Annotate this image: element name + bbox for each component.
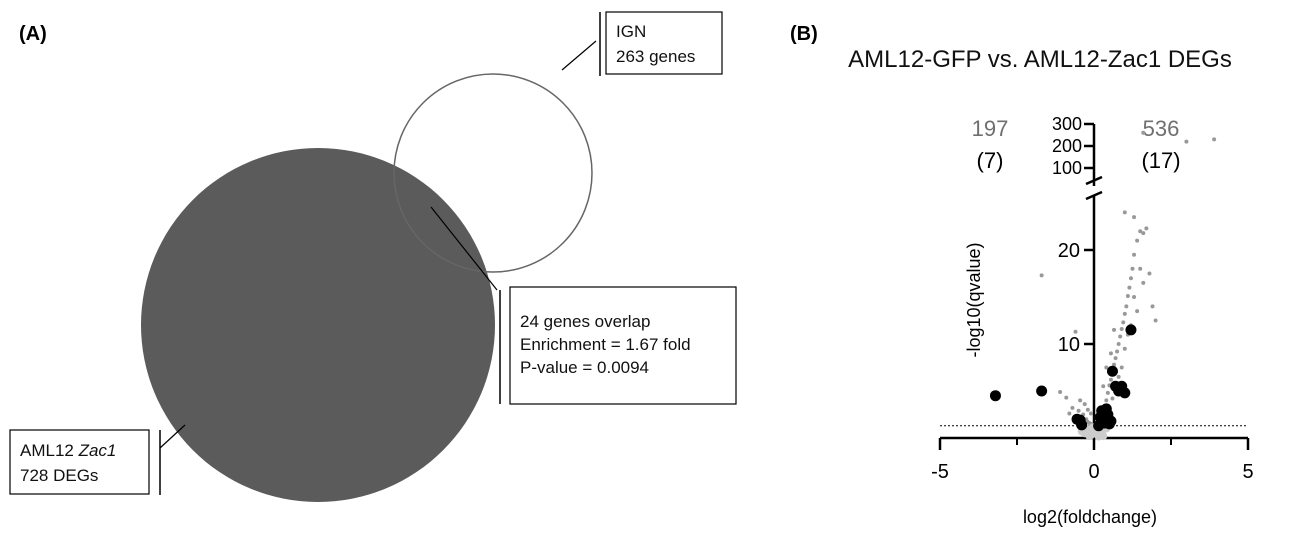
x-tick-label-0: -5	[931, 461, 949, 483]
point-s0-42	[1141, 231, 1146, 236]
point-s1-11	[1085, 432, 1094, 441]
point-s2-19	[1125, 324, 1137, 336]
point-s0-37	[1128, 276, 1133, 281]
aml12-connector-line	[159, 424, 186, 449]
y-upper-tick-label-1: 200	[1052, 136, 1082, 156]
point-s0-30	[1118, 334, 1123, 339]
point-s0-39	[1132, 252, 1137, 257]
point-s0-63	[1108, 351, 1113, 356]
point-s0-59	[1153, 318, 1158, 323]
aml12-label-title: AML12 Zac1	[20, 441, 116, 460]
point-s2-14	[1106, 365, 1118, 377]
axis-break-upper	[1085, 175, 1103, 186]
point-s2-0	[989, 390, 1001, 402]
point-s0-46	[1138, 266, 1143, 271]
overlap-enrichment-text: Enrichment = 1.67 fold	[520, 335, 691, 354]
y-lower-tick-label-0: 10	[1058, 334, 1080, 356]
point-s0-24	[1108, 377, 1113, 382]
point-s2-4	[1076, 419, 1088, 431]
point-s0-2	[1058, 389, 1063, 394]
point-s0-58	[1150, 304, 1155, 309]
point-s0-44	[1132, 295, 1137, 299]
point-s0-55	[1122, 210, 1127, 215]
point-s0-65	[1085, 407, 1090, 412]
volcano-plot: AML12-GFP vs. AML12-Zac1 DEGs 197 (7) 53…	[848, 46, 1253, 527]
aml12-label-box	[9, 429, 150, 495]
ign-circle	[393, 73, 593, 273]
ign-connector-line	[561, 40, 597, 71]
down-count-label: 197	[972, 116, 1009, 141]
up-overlap-label: (17)	[1141, 148, 1180, 173]
point-s0-71	[1184, 139, 1189, 144]
point-s2-20	[1102, 409, 1114, 420]
point-s0-26	[1112, 362, 1117, 367]
point-s0-43	[1144, 226, 1149, 231]
point-s0-50	[1116, 374, 1121, 379]
point-s0-34	[1124, 304, 1129, 309]
point-s2-1	[1036, 385, 1048, 397]
y-axis-label: -log10(qvalue)	[964, 242, 984, 357]
point-s2-18	[1119, 387, 1131, 399]
point-s0-3	[1064, 395, 1069, 400]
point-s0-36	[1127, 285, 1132, 290]
down-overlap-label: (7)	[977, 148, 1004, 173]
point-s0-28	[1115, 349, 1120, 354]
points-layer	[989, 130, 1217, 441]
aml12-circle	[141, 148, 495, 502]
point-s0-33	[1122, 311, 1127, 316]
overlap-count-text: 24 genes overlap	[520, 312, 650, 331]
point-s0-70	[1141, 130, 1146, 135]
point-s0-22	[1105, 390, 1110, 395]
point-s0-64	[1112, 327, 1117, 332]
ign-label-count: 263 genes	[616, 47, 695, 66]
point-s0-40	[1135, 238, 1140, 243]
point-s0-69	[1088, 411, 1093, 416]
panel-b-label: (B)	[790, 23, 818, 45]
panel-a-label: (A)	[19, 23, 47, 45]
point-s0-27	[1113, 356, 1118, 361]
overlap-pvalue-text: P-value = 0.0094	[520, 358, 649, 377]
ign-label-box	[605, 11, 723, 75]
point-s0-56	[1132, 215, 1137, 220]
point-s0-60	[1104, 365, 1109, 370]
point-s0-54	[1110, 396, 1115, 401]
point-s0-29	[1116, 342, 1121, 346]
point-s0-61	[1101, 384, 1106, 389]
point-s0-51	[1135, 309, 1140, 314]
point-s0-35	[1125, 294, 1130, 299]
y-upper-tick-label-0: 100	[1052, 158, 1082, 178]
point-s0-41	[1138, 229, 1143, 234]
ign-label-title: IGN	[616, 22, 646, 41]
axis-break-lower	[1085, 190, 1103, 201]
point-s0-8	[1082, 402, 1087, 407]
venn-diagram: IGN 263 genes 24 genes overlap Enrichmen…	[9, 11, 737, 502]
point-s0-21	[1104, 398, 1109, 403]
point-s0-48	[1119, 365, 1124, 370]
point-s0-1	[1073, 329, 1078, 334]
point-s0-68	[1067, 411, 1072, 416]
point-s0-32	[1121, 320, 1126, 325]
point-s0-52	[1141, 280, 1146, 285]
point-s0-6	[1078, 398, 1083, 403]
overlap-label-box	[509, 286, 737, 405]
up-count-label: 536	[1143, 116, 1180, 141]
aml12-label-count: 728 DEGs	[20, 466, 98, 485]
point-s0-0	[1039, 273, 1044, 278]
point-s0-38	[1130, 266, 1135, 271]
x-tick-label-1: 0	[1088, 461, 1099, 483]
point-s0-4	[1070, 405, 1075, 410]
overlap-connector-line	[430, 206, 498, 291]
y-lower-tick-label-1: 20	[1058, 240, 1080, 262]
point-s0-31	[1119, 326, 1124, 331]
point-s0-57	[1147, 271, 1152, 276]
chart-title: AML12-GFP vs. AML12-Zac1 DEGs	[848, 46, 1232, 73]
x-tick-label-2: 5	[1242, 461, 1253, 483]
point-s0-72	[1212, 137, 1217, 142]
y-upper-tick-label-2: 300	[1052, 114, 1082, 134]
point-s0-5	[1076, 408, 1081, 413]
point-s0-47	[1122, 346, 1127, 351]
x-axis-label: log2(foldchange)	[1023, 507, 1157, 527]
